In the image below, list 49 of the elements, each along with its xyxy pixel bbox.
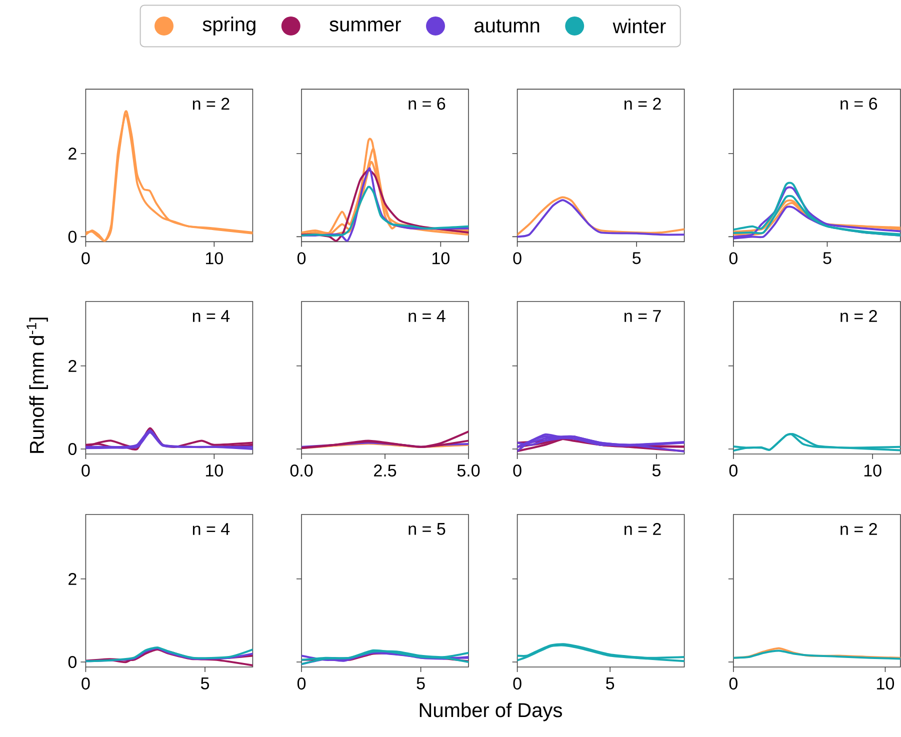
x-tick-label: 5 [632, 252, 641, 264]
y-tick-label: 0 [68, 442, 77, 456]
x-tick-label: 5 [200, 678, 209, 690]
annotation: n = 2 [624, 98, 661, 110]
y-tick-label: 0 [68, 230, 77, 243]
annotation: n = 4 [408, 310, 446, 322]
x-tick-label: 2.5 [374, 464, 396, 477]
annotation: n = 2 [840, 523, 877, 535]
annotation: n = 4 [192, 523, 230, 535]
x-tick-label: 0 [729, 464, 738, 477]
x-tick-label: 5 [823, 252, 832, 264]
y-axis-title: Runoff [mm d$^{-1}$] [26, 318, 48, 453]
x-tick-label: 5 [652, 464, 660, 476]
legend-label: winter [612, 18, 666, 34]
legend-label: summer [330, 20, 401, 32]
x-tick-label: 0 [82, 464, 90, 477]
x-tick-label: 5 [416, 678, 425, 690]
x-tick-label: 10 [864, 464, 882, 477]
x-tick-label: 0 [82, 678, 90, 690]
x-tick-label: 0 [729, 678, 738, 690]
x-axis-title: Number of Days [420, 702, 562, 722]
annotation: n = 7 [624, 310, 661, 322]
x-tick-label: 0 [729, 252, 738, 264]
y-tick-label: 2 [68, 572, 76, 585]
y-tick-label: 0 [68, 656, 77, 668]
x-tick-label: 10 [877, 678, 894, 690]
x-tick-label: 5 [606, 678, 614, 690]
annotation: n = 6 [840, 98, 878, 110]
x-tick-label: 0 [82, 252, 90, 264]
annotation: n = 5 [408, 523, 446, 535]
y-tick-label: 2 [68, 360, 76, 372]
x-tick-label: 0.0 [290, 464, 313, 477]
x-tick-label: 0 [513, 464, 522, 477]
annotation: n = 2 [624, 523, 661, 535]
x-tick-label: 0 [513, 252, 522, 264]
x-tick-label: 0 [297, 678, 306, 690]
x-tick-label: 10 [206, 464, 223, 477]
x-tick-label: 0 [513, 678, 522, 690]
annotation: n = 2 [840, 310, 877, 322]
y-tick-label: 2 [68, 148, 76, 160]
annotation: n = 6 [408, 98, 446, 110]
annotation: n = 2 [192, 98, 230, 110]
x-tick-label: 10 [206, 252, 223, 264]
x-tick-label: 0 [297, 252, 306, 264]
x-tick-label: 10 [432, 252, 450, 264]
legend-label: spring [202, 16, 256, 36]
legend-label: autumn [474, 19, 540, 33]
x-tick-label: 5.0 [457, 464, 480, 477]
annotation: n = 4 [192, 310, 230, 322]
